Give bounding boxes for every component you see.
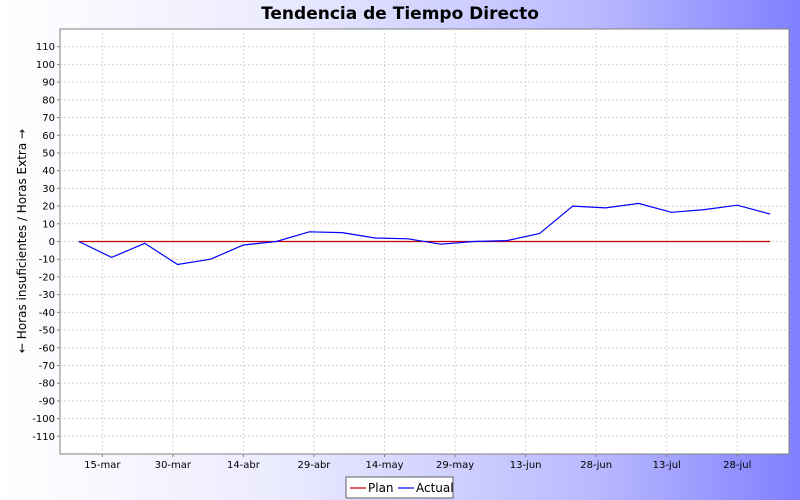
legend: Plan Actual bbox=[345, 476, 454, 499]
y-tick-label: -40 bbox=[39, 308, 55, 319]
x-tick-label: 15-mar bbox=[84, 460, 121, 471]
y-tick-label: -50 bbox=[39, 326, 55, 337]
y-tick-label: 80 bbox=[42, 95, 55, 106]
y-tick-label: -80 bbox=[39, 379, 55, 390]
y-tick-label: 60 bbox=[42, 131, 55, 142]
y-tick-label: 100 bbox=[36, 60, 55, 71]
x-tick-label: 28-jun bbox=[580, 460, 612, 471]
y-tick-label: -110 bbox=[32, 432, 55, 443]
series-lines bbox=[78, 202, 771, 266]
x-axis: 15-mar 30-mar 14-abr 29-abr 14-may 29-may 13-j… bbox=[84, 454, 751, 471]
x-tick-label: 14-may bbox=[365, 460, 403, 471]
y-axis-label: ← Horas insuficientes / Horas Extra → bbox=[15, 129, 29, 353]
x-tick-label: 13-jun bbox=[510, 460, 542, 471]
y-tick-label: 0 bbox=[49, 237, 55, 248]
y-tick-label: 90 bbox=[42, 78, 55, 89]
x-tick-label: 30-mar bbox=[155, 460, 192, 471]
y-tick-label: -20 bbox=[39, 272, 55, 283]
y-tick-label: 110 bbox=[36, 42, 55, 53]
y-tick-label: -10 bbox=[39, 255, 55, 266]
y-tick-label: -100 bbox=[32, 414, 55, 425]
x-tick-label: 14-abr bbox=[227, 460, 261, 471]
y-tick-label: 20 bbox=[42, 202, 55, 213]
y-tick-label: -60 bbox=[39, 343, 55, 354]
y-tick-label: 70 bbox=[42, 113, 55, 124]
y-tick-label: 10 bbox=[42, 219, 55, 230]
y-tick-label: 40 bbox=[42, 166, 55, 177]
y-tick-label: -70 bbox=[39, 361, 55, 372]
x-tick-label: 28-jul bbox=[723, 460, 751, 471]
legend-label-plan: Plan bbox=[368, 481, 394, 495]
y-axis: -110-100-90-80-70-60-50-40-30-20-1001020… bbox=[32, 42, 60, 443]
x-tick-label: 29-abr bbox=[298, 460, 332, 471]
chart-title: Tendencia de Tiempo Directo bbox=[261, 4, 539, 24]
x-tick-label: 29-may bbox=[436, 460, 474, 471]
y-tick-label: 30 bbox=[42, 184, 55, 195]
y-tick-label: -30 bbox=[39, 290, 55, 301]
series-line-actual bbox=[78, 202, 771, 266]
legend-label-actual: Actual bbox=[416, 481, 454, 495]
x-tick-label: 13-jul bbox=[653, 460, 681, 471]
y-tick-label: -90 bbox=[39, 396, 55, 407]
y-tick-label: 50 bbox=[42, 148, 55, 159]
